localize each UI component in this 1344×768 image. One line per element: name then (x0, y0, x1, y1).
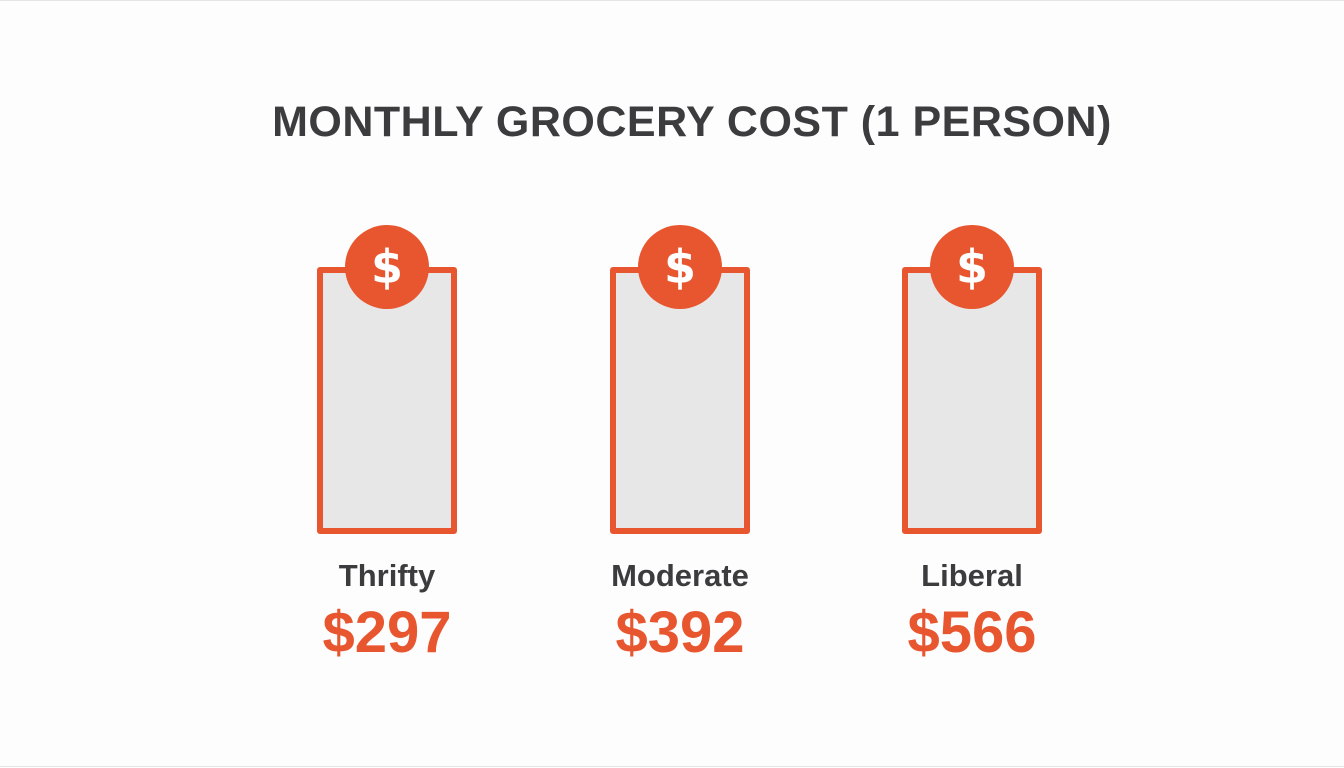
category-label: Moderate (611, 558, 749, 593)
cost-value: $392 (615, 600, 745, 665)
cost-value: $566 (907, 600, 1037, 665)
cost-value: $297 (322, 600, 452, 665)
dollar-coin-icon: $ (345, 225, 429, 309)
top-divider (0, 0, 1344, 1)
category-label: Liberal (921, 558, 1023, 593)
cost-card-moderate: $ Moderate $392 (610, 225, 750, 665)
cost-card-liberal: $ Liberal $566 (902, 225, 1042, 665)
dollar-coin-icon: $ (930, 225, 1014, 309)
price-tag-frame (902, 267, 1042, 534)
category-label: Thrifty (338, 558, 436, 593)
bottom-divider (0, 766, 1344, 767)
price-tag-frame (610, 267, 750, 534)
dollar-coin-icon: $ (638, 225, 722, 309)
chart-title: MONTHLY GROCERY COST (1 PERSON) (272, 98, 1112, 146)
cost-card-thrifty: $ Thrifty $297 (317, 225, 457, 665)
